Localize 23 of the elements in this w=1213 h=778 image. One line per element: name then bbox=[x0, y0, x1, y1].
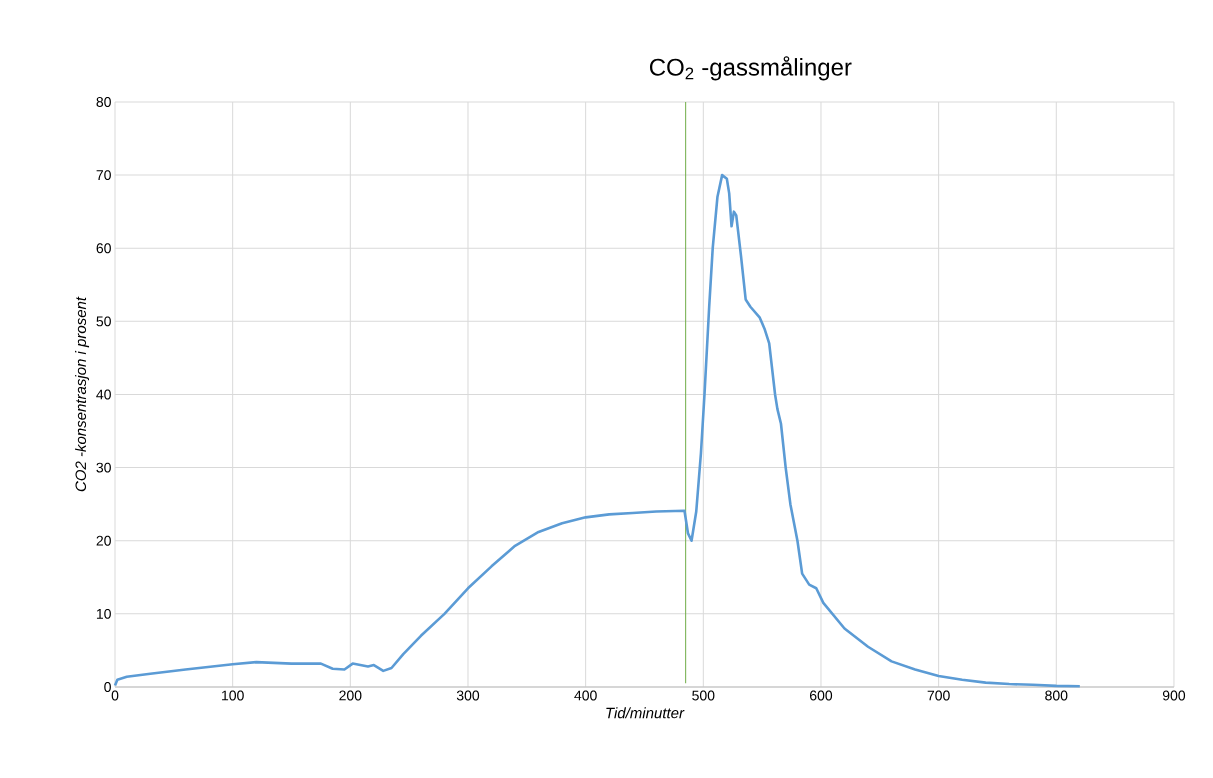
x-axis-title: Tid/minutter bbox=[606, 707, 685, 719]
y-tick-label: 0 bbox=[104, 682, 111, 692]
y-axis-title: CO2 -konsentrasjon i prosent bbox=[75, 296, 90, 492]
x-tick-label: 700 bbox=[927, 690, 950, 701]
y-tick-label: 30 bbox=[96, 462, 111, 473]
x-tick-label: 500 bbox=[692, 690, 715, 701]
y-tick-label: 20 bbox=[96, 535, 111, 546]
x-tick-label: 900 bbox=[1162, 690, 1186, 701]
x-tick-label: 0 bbox=[111, 690, 119, 701]
x-tick-label: 300 bbox=[456, 690, 480, 701]
y-tick-label: 10 bbox=[96, 608, 111, 619]
x-tick-label: 100 bbox=[222, 690, 244, 701]
y-tick-label: 60 bbox=[96, 243, 111, 254]
line-series bbox=[113, 173, 1082, 688]
chart-title: CO$_{2}$ -gassmålinger bbox=[649, 56, 852, 81]
x-tick-label: 800 bbox=[1045, 690, 1068, 701]
x-tick-label: 200 bbox=[339, 690, 362, 701]
x-tick-label: 400 bbox=[574, 690, 597, 701]
y-tick-label: 70 bbox=[96, 170, 111, 181]
x-tick-label: 600 bbox=[809, 690, 833, 701]
y-tick-label: 80 bbox=[96, 97, 111, 107]
y-tick-label: 40 bbox=[96, 389, 111, 400]
y-tick-label: 50 bbox=[96, 316, 111, 327]
